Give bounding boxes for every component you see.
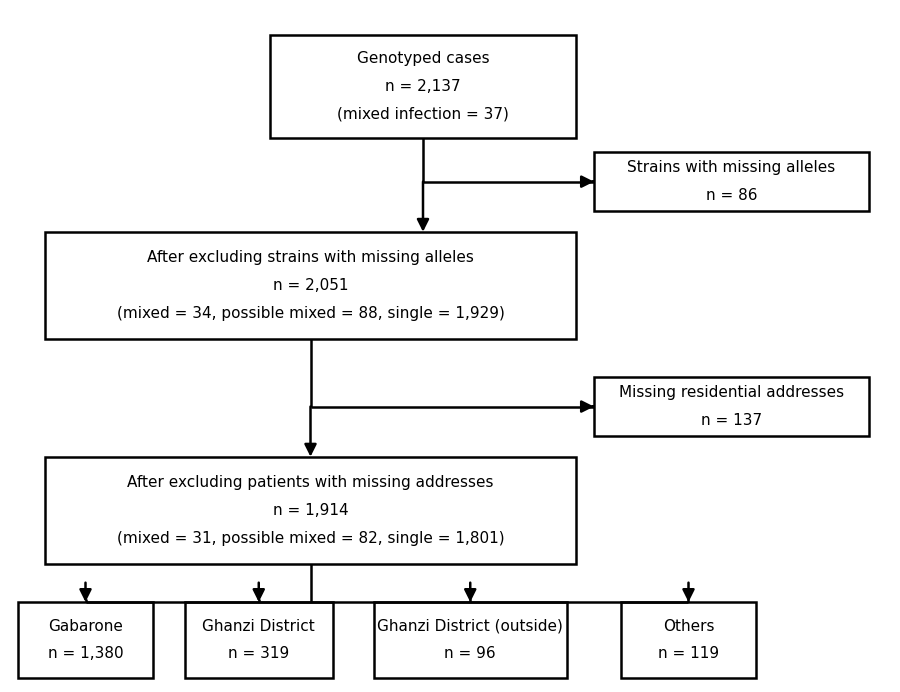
Text: (mixed = 34, possible mixed = 88, single = 1,929): (mixed = 34, possible mixed = 88, single… — [117, 306, 504, 320]
Text: n = 1,380: n = 1,380 — [48, 646, 123, 662]
Text: Strains with missing alleles: Strains with missing alleles — [627, 161, 835, 175]
Text: After excluding strains with missing alleles: After excluding strains with missing all… — [147, 251, 474, 265]
Text: (mixed = 31, possible mixed = 82, single = 1,801): (mixed = 31, possible mixed = 82, single… — [117, 531, 504, 545]
Text: Genotyped cases: Genotyped cases — [356, 51, 490, 66]
FancyBboxPatch shape — [374, 602, 567, 678]
Text: n = 86: n = 86 — [706, 188, 757, 203]
Text: n = 137: n = 137 — [701, 413, 761, 428]
Text: n = 119: n = 119 — [658, 646, 719, 662]
Text: n = 2,051: n = 2,051 — [273, 278, 348, 293]
Text: n = 1,914: n = 1,914 — [273, 503, 348, 518]
FancyBboxPatch shape — [18, 602, 153, 678]
Text: Ghanzi District (outside): Ghanzi District (outside) — [377, 619, 563, 634]
FancyBboxPatch shape — [594, 152, 868, 211]
FancyBboxPatch shape — [270, 35, 576, 138]
FancyBboxPatch shape — [45, 232, 576, 339]
FancyBboxPatch shape — [184, 602, 333, 678]
Text: Others: Others — [662, 619, 715, 634]
Text: Missing residential addresses: Missing residential addresses — [618, 385, 844, 400]
Text: n = 96: n = 96 — [445, 646, 496, 662]
FancyBboxPatch shape — [45, 457, 576, 564]
Text: n = 2,137: n = 2,137 — [385, 79, 461, 94]
Text: (mixed infection = 37): (mixed infection = 37) — [338, 107, 508, 122]
Text: After excluding patients with missing addresses: After excluding patients with missing ad… — [127, 475, 494, 490]
FancyBboxPatch shape — [594, 377, 868, 436]
Text: Gabarone: Gabarone — [48, 619, 123, 634]
Text: Ghanzi District: Ghanzi District — [202, 619, 315, 634]
Text: n = 319: n = 319 — [228, 646, 290, 662]
FancyBboxPatch shape — [621, 602, 756, 678]
